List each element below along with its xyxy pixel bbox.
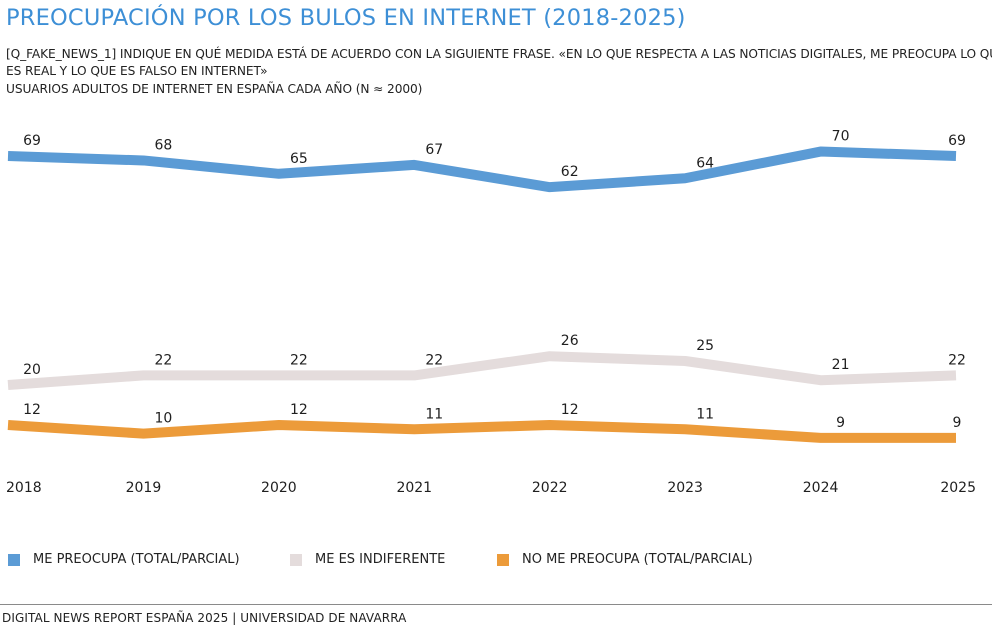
x-tick-label: 2023 bbox=[667, 480, 703, 496]
data-label: 25 bbox=[696, 338, 714, 354]
data-label: 65 bbox=[290, 151, 308, 167]
data-label: 70 bbox=[832, 129, 850, 145]
x-tick-label: 2018 bbox=[6, 480, 42, 496]
data-label: 22 bbox=[425, 352, 443, 368]
data-label: 9 bbox=[836, 415, 845, 431]
legend-label: ME PREOCUPA (TOTAL/PARCIAL) bbox=[33, 552, 240, 567]
x-tick-label: 2025 bbox=[940, 480, 976, 496]
data-label: 67 bbox=[425, 142, 443, 158]
legend-swatch bbox=[8, 553, 20, 566]
chart-title: PREOCUPACIÓN POR LOS BULOS EN INTERNET (… bbox=[6, 5, 686, 31]
question-text-line-1: [Q_FAKE_NEWS_1] INDIQUE EN QUÉ MEDIDA ES… bbox=[6, 47, 992, 61]
x-tick-label: 2020 bbox=[261, 480, 297, 496]
data-label: 64 bbox=[696, 155, 714, 171]
data-label: 26 bbox=[561, 333, 579, 349]
question-text-line-2: ES REAL Y LO QUE ES FALSO EN INTERNET» bbox=[6, 64, 268, 78]
data-label: 22 bbox=[155, 352, 173, 368]
footer-divider bbox=[0, 604, 992, 605]
x-tick-label: 2019 bbox=[126, 480, 162, 496]
data-label: 11 bbox=[696, 406, 714, 422]
chart-legend: ME PREOCUPA (TOTAL/PARCIAL) ME ES INDIFER… bbox=[0, 552, 992, 572]
legend-item: ME ES INDIFERENTE bbox=[290, 552, 445, 567]
data-label: 12 bbox=[23, 402, 41, 418]
data-label: 62 bbox=[561, 164, 579, 180]
data-label: 11 bbox=[425, 406, 443, 422]
data-label: 22 bbox=[948, 352, 966, 368]
series-line-1 bbox=[7, 351, 957, 390]
data-label: 21 bbox=[832, 357, 850, 373]
legend-swatch bbox=[290, 553, 302, 566]
footer-source: DIGITAL NEWS REPORT ESPAÑA 2025 | UNIVER… bbox=[2, 611, 407, 625]
data-label: 69 bbox=[23, 133, 41, 149]
data-label: 20 bbox=[23, 362, 41, 378]
data-label: 22 bbox=[290, 352, 308, 368]
x-tick-label: 2021 bbox=[396, 480, 432, 496]
legend-label: NO ME PREOCUPA (TOTAL/PARCIAL) bbox=[522, 552, 753, 567]
legend-item: NO ME PREOCUPA (TOTAL/PARCIAL) bbox=[497, 552, 753, 567]
series-line-0 bbox=[7, 146, 957, 193]
data-label: 69 bbox=[948, 133, 966, 149]
data-label: 68 bbox=[155, 137, 173, 153]
data-label: 10 bbox=[155, 411, 173, 427]
legend-label: ME ES INDIFERENTE bbox=[315, 552, 446, 567]
x-tick-label: 2022 bbox=[532, 480, 568, 496]
data-label: 9 bbox=[953, 415, 962, 431]
series-line-2 bbox=[7, 420, 956, 443]
sample-note: USUARIOS ADULTOS DE INTERNET EN ESPAÑA C… bbox=[6, 82, 423, 96]
x-tick-label: 2024 bbox=[803, 480, 839, 496]
legend-swatch bbox=[497, 553, 509, 566]
data-label: 12 bbox=[290, 402, 308, 418]
legend-item: ME PREOCUPA (TOTAL/PARCIAL) bbox=[8, 552, 240, 567]
data-label: 12 bbox=[561, 402, 579, 418]
